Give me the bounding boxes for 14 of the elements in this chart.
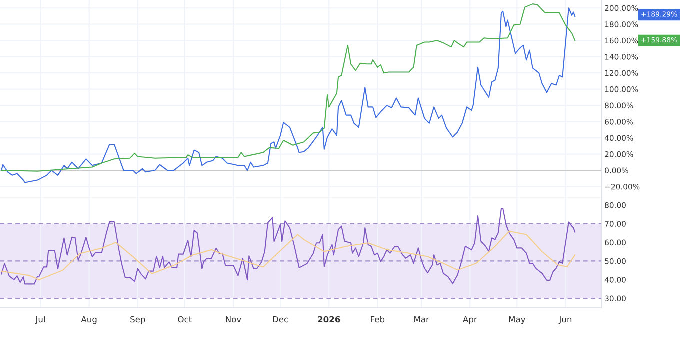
x-tick-label: 2026 xyxy=(318,316,340,323)
x-tick-label: Nov xyxy=(226,316,242,323)
line-series xyxy=(1,208,576,285)
x-tick-label: May xyxy=(509,316,526,324)
x-tick-label: Apr xyxy=(463,316,478,324)
x-tick-label: Oct xyxy=(178,316,192,323)
line-series xyxy=(1,230,576,280)
x-tick-label: Feb xyxy=(371,316,385,323)
x-tick-label: Jul xyxy=(35,316,45,324)
x-tick-label: Dec xyxy=(273,316,288,323)
x-tick-label: Mar xyxy=(414,316,430,323)
x-tick-label: Sep xyxy=(130,316,146,324)
x-tick-label: Aug xyxy=(81,316,97,324)
x-tick-label: Jun xyxy=(558,316,572,324)
